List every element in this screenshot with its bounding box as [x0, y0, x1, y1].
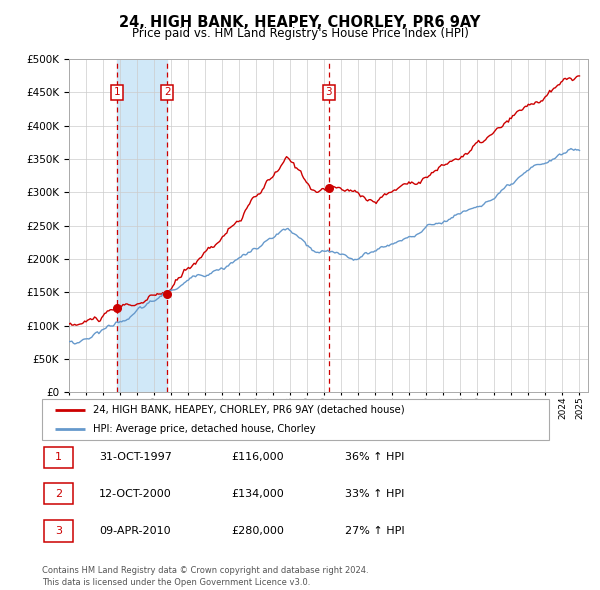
Text: 31-OCT-1997: 31-OCT-1997 — [99, 453, 172, 462]
FancyBboxPatch shape — [44, 483, 73, 504]
FancyBboxPatch shape — [44, 520, 73, 542]
Bar — [117, 59, 167, 392]
Text: £134,000: £134,000 — [231, 489, 284, 499]
Text: Contains HM Land Registry data © Crown copyright and database right 2024.
This d: Contains HM Land Registry data © Crown c… — [42, 566, 368, 587]
Text: 33% ↑ HPI: 33% ↑ HPI — [345, 489, 404, 499]
FancyBboxPatch shape — [44, 447, 73, 468]
Text: 3: 3 — [55, 526, 62, 536]
Text: 1: 1 — [114, 87, 121, 97]
Text: 36% ↑ HPI: 36% ↑ HPI — [345, 453, 404, 462]
Text: Price paid vs. HM Land Registry's House Price Index (HPI): Price paid vs. HM Land Registry's House … — [131, 27, 469, 40]
Text: 2: 2 — [55, 489, 62, 499]
Text: £116,000: £116,000 — [231, 453, 284, 462]
Text: 27% ↑ HPI: 27% ↑ HPI — [345, 526, 404, 536]
Text: 24, HIGH BANK, HEAPEY, CHORLEY, PR6 9AY: 24, HIGH BANK, HEAPEY, CHORLEY, PR6 9AY — [119, 15, 481, 30]
Text: HPI: Average price, detached house, Chorley: HPI: Average price, detached house, Chor… — [93, 424, 316, 434]
FancyBboxPatch shape — [42, 399, 549, 440]
Text: 3: 3 — [326, 87, 332, 97]
Text: 09-APR-2010: 09-APR-2010 — [99, 526, 170, 536]
Text: 1: 1 — [55, 453, 62, 462]
Text: 24, HIGH BANK, HEAPEY, CHORLEY, PR6 9AY (detached house): 24, HIGH BANK, HEAPEY, CHORLEY, PR6 9AY … — [93, 405, 404, 415]
Text: 12-OCT-2000: 12-OCT-2000 — [99, 489, 172, 499]
Text: £280,000: £280,000 — [231, 526, 284, 536]
Text: 2: 2 — [164, 87, 170, 97]
